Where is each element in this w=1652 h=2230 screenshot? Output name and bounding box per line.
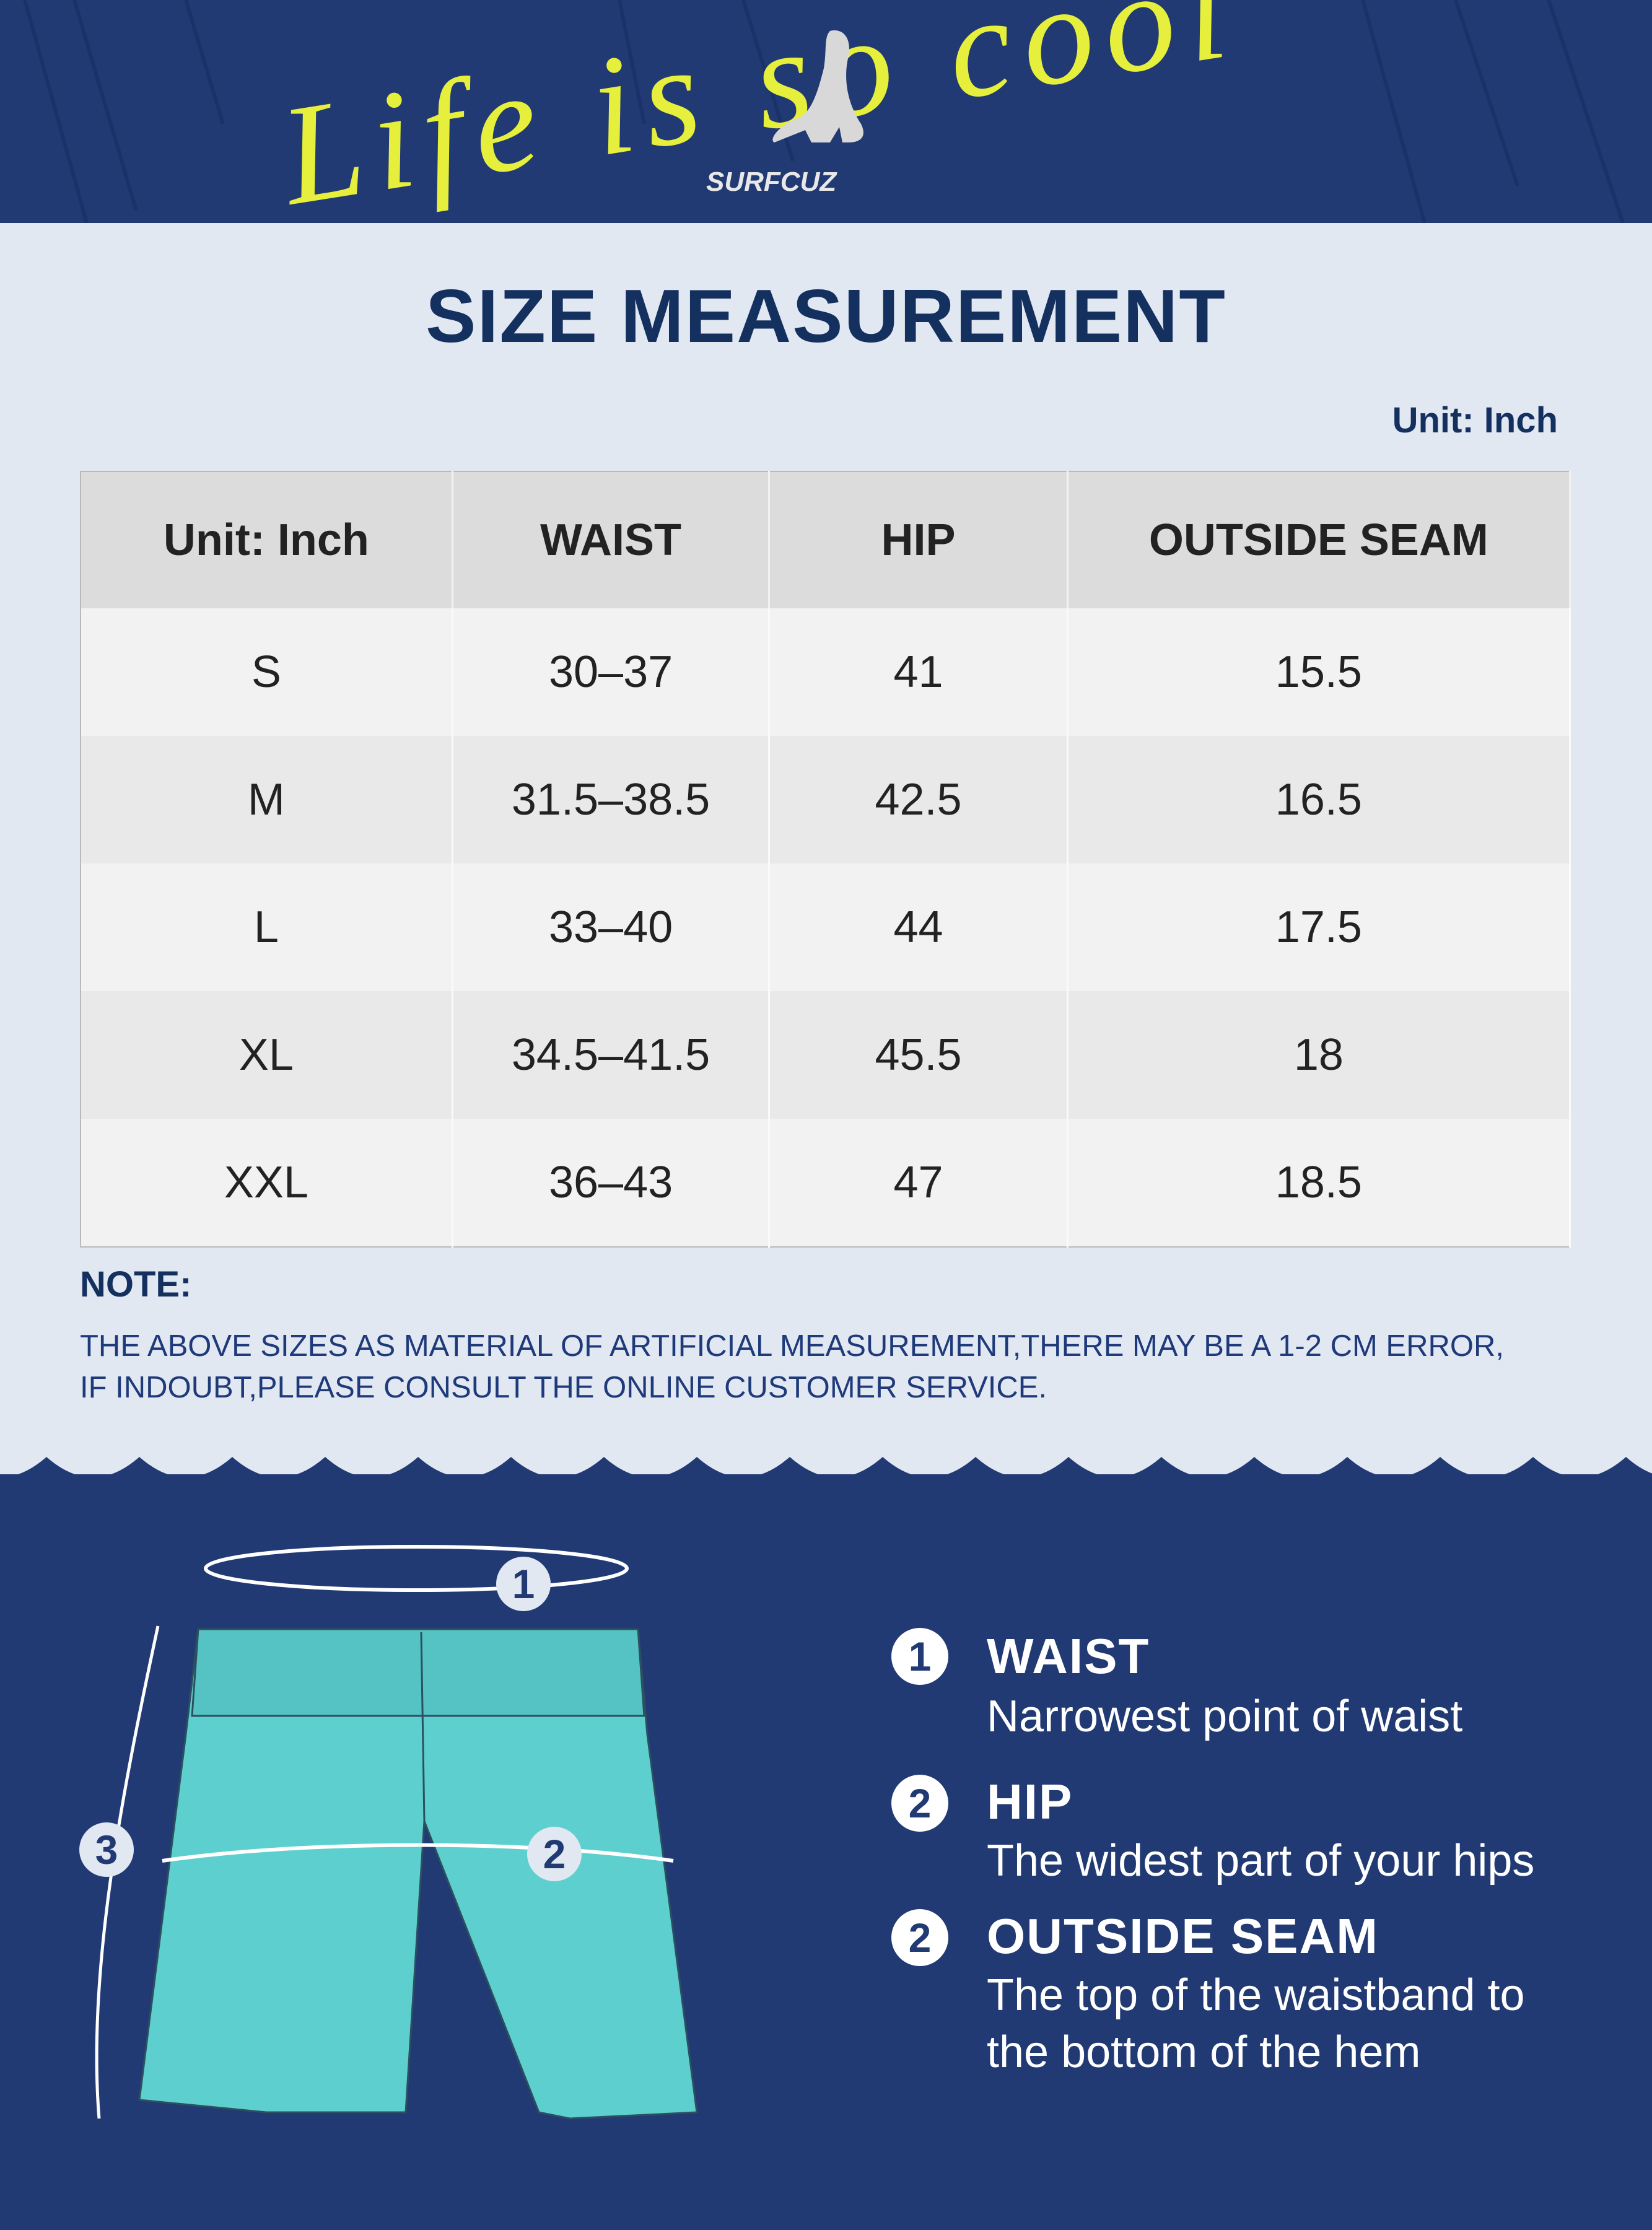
guide-title-outside-seam: OUTSIDE SEAM (987, 1909, 1379, 1964)
guide-title-waist: WAIST (987, 1629, 1150, 1684)
guide-desc-outside-seam: the bottom of the hem (987, 2027, 1421, 2077)
size-cell: XXL (81, 1119, 453, 1247)
brand-banner: Life is so cool SURFCUZ (0, 0, 1652, 223)
guide-number: 2 (891, 1775, 948, 1832)
seam-cell: 15.5 (1067, 608, 1571, 736)
table-header-row: Unit: Inch WAIST HIP OUTSIDE SEAM (81, 471, 1571, 608)
seam-cell: 17.5 (1067, 864, 1571, 991)
hip-cell: 45.5 (769, 991, 1069, 1119)
note-text: THE ABOVE SIZES AS MATERIAL OF ARTIFICIA… (80, 1329, 1504, 1363)
banner-art: Life is so cool SURFCUZ (23, 0, 1625, 223)
size-cell: M (81, 736, 453, 864)
table-row: L 33–40 44 17.5 (81, 864, 1571, 991)
guide-title-hip: HIP (987, 1774, 1073, 1829)
waist-cell: 36–43 (452, 1119, 771, 1247)
table-row: M 31.5–38.5 42.5 16.5 (81, 736, 1571, 864)
header-outside-seam: OUTSIDE SEAM (1067, 471, 1571, 608)
seam-cell: 18.5 (1067, 1119, 1571, 1247)
seam-cell: 18 (1067, 991, 1571, 1119)
palm-leaves-background (23, 0, 1625, 223)
marker-hip: 2 (527, 1827, 582, 1881)
hip-cell: 42.5 (769, 736, 1069, 864)
unit-label: Unit: Inch (1392, 400, 1558, 440)
note-text: IF INDOUBT,PLEASE CONSULT THE ONLINE CUS… (80, 1371, 1047, 1404)
size-cell: XL (81, 991, 453, 1119)
table-row: S 30–37 41 15.5 (81, 608, 1571, 736)
guide-desc-hip: The widest part of your hips (987, 1836, 1535, 1886)
header-hip: HIP (769, 471, 1069, 608)
guide-desc-outside-seam: The top of the waistband to (987, 1970, 1525, 2020)
header-unit: Unit: Inch (81, 471, 453, 608)
note-label: NOTE: (80, 1264, 192, 1305)
shorts-illustration (138, 1628, 698, 2120)
waist-cell: 31.5–38.5 (452, 736, 771, 864)
hip-cell: 44 (769, 864, 1069, 991)
waistband (191, 1628, 645, 1717)
size-table: Unit: Inch WAIST HIP OUTSIDE SEAM S 30–37… (80, 471, 1571, 1248)
measurement-guide: 1 2 3 1 WAIST Narrowest point of waist 2… (0, 1474, 1652, 2230)
center-seam (420, 1632, 426, 1822)
marker-seam: 3 (79, 1822, 134, 1877)
page-title: SIZE MEASUREMENT (426, 274, 1226, 358)
marker-waist: 1 (496, 1557, 551, 1611)
hip-line (162, 1843, 674, 1863)
seam-cell: 16.5 (1067, 736, 1571, 864)
guide-number: 2 (891, 1909, 948, 1966)
shorts-diagram (95, 1545, 698, 2120)
guide-number: 1 (891, 1628, 948, 1685)
hip-cell: 47 (769, 1119, 1069, 1247)
size-cell: L (81, 864, 453, 991)
hip-cell: 41 (769, 608, 1069, 736)
table-row: XL 34.5–41.5 45.5 18 (81, 991, 1571, 1119)
waist-cell: 34.5–41.5 (452, 991, 771, 1119)
header-waist: WAIST (452, 471, 771, 608)
waist-cell: 30–37 (452, 608, 771, 736)
guide-desc-waist: Narrowest point of waist (987, 1692, 1463, 1741)
waist-cell: 33–40 (452, 864, 771, 991)
waist-ellipse (204, 1545, 629, 1592)
dinosaur-logo (772, 30, 863, 143)
size-cell: S (81, 608, 453, 736)
table-row: XXL 36–43 47 18.5 (81, 1119, 1571, 1247)
brand-logo: SURFCUZ (706, 167, 837, 197)
